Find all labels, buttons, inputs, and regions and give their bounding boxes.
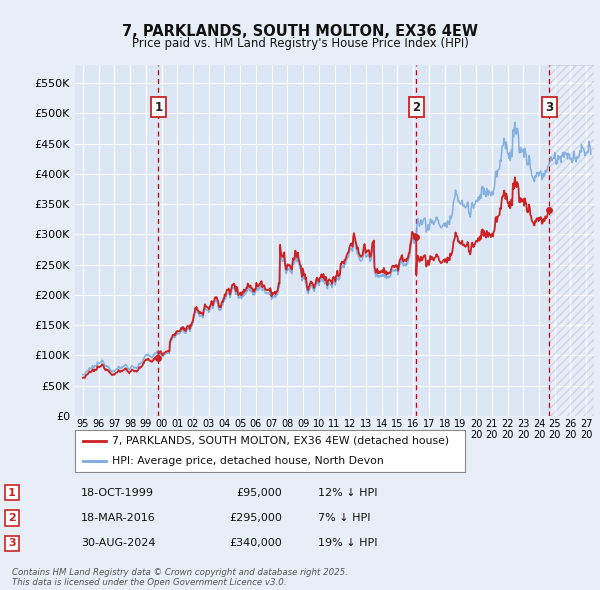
Text: Contains HM Land Registry data © Crown copyright and database right 2025.
This d: Contains HM Land Registry data © Crown c… (12, 568, 348, 587)
Text: 2: 2 (8, 513, 16, 523)
Text: 2: 2 (412, 100, 421, 113)
Text: HPI: Average price, detached house, North Devon: HPI: Average price, detached house, Nort… (112, 457, 384, 466)
Text: 30-AUG-2024: 30-AUG-2024 (81, 539, 155, 548)
Text: 1: 1 (8, 488, 16, 497)
Text: £295,000: £295,000 (229, 513, 282, 523)
Text: Price paid vs. HM Land Registry's House Price Index (HPI): Price paid vs. HM Land Registry's House … (131, 37, 469, 50)
Bar (550, 65, 594, 416)
Text: £95,000: £95,000 (236, 488, 282, 497)
Text: 12% ↓ HPI: 12% ↓ HPI (318, 488, 377, 497)
Text: 7, PARKLANDS, SOUTH MOLTON, EX36 4EW (detached house): 7, PARKLANDS, SOUTH MOLTON, EX36 4EW (de… (112, 436, 449, 446)
Text: 19% ↓ HPI: 19% ↓ HPI (318, 539, 377, 548)
Text: 3: 3 (8, 539, 16, 548)
Text: 1: 1 (154, 100, 163, 113)
Text: 7% ↓ HPI: 7% ↓ HPI (318, 513, 371, 523)
Text: 18-MAR-2016: 18-MAR-2016 (81, 513, 156, 523)
Text: £340,000: £340,000 (229, 539, 282, 548)
Text: 18-OCT-1999: 18-OCT-1999 (81, 488, 154, 497)
Text: 3: 3 (545, 100, 554, 113)
Text: 7, PARKLANDS, SOUTH MOLTON, EX36 4EW: 7, PARKLANDS, SOUTH MOLTON, EX36 4EW (122, 24, 478, 38)
